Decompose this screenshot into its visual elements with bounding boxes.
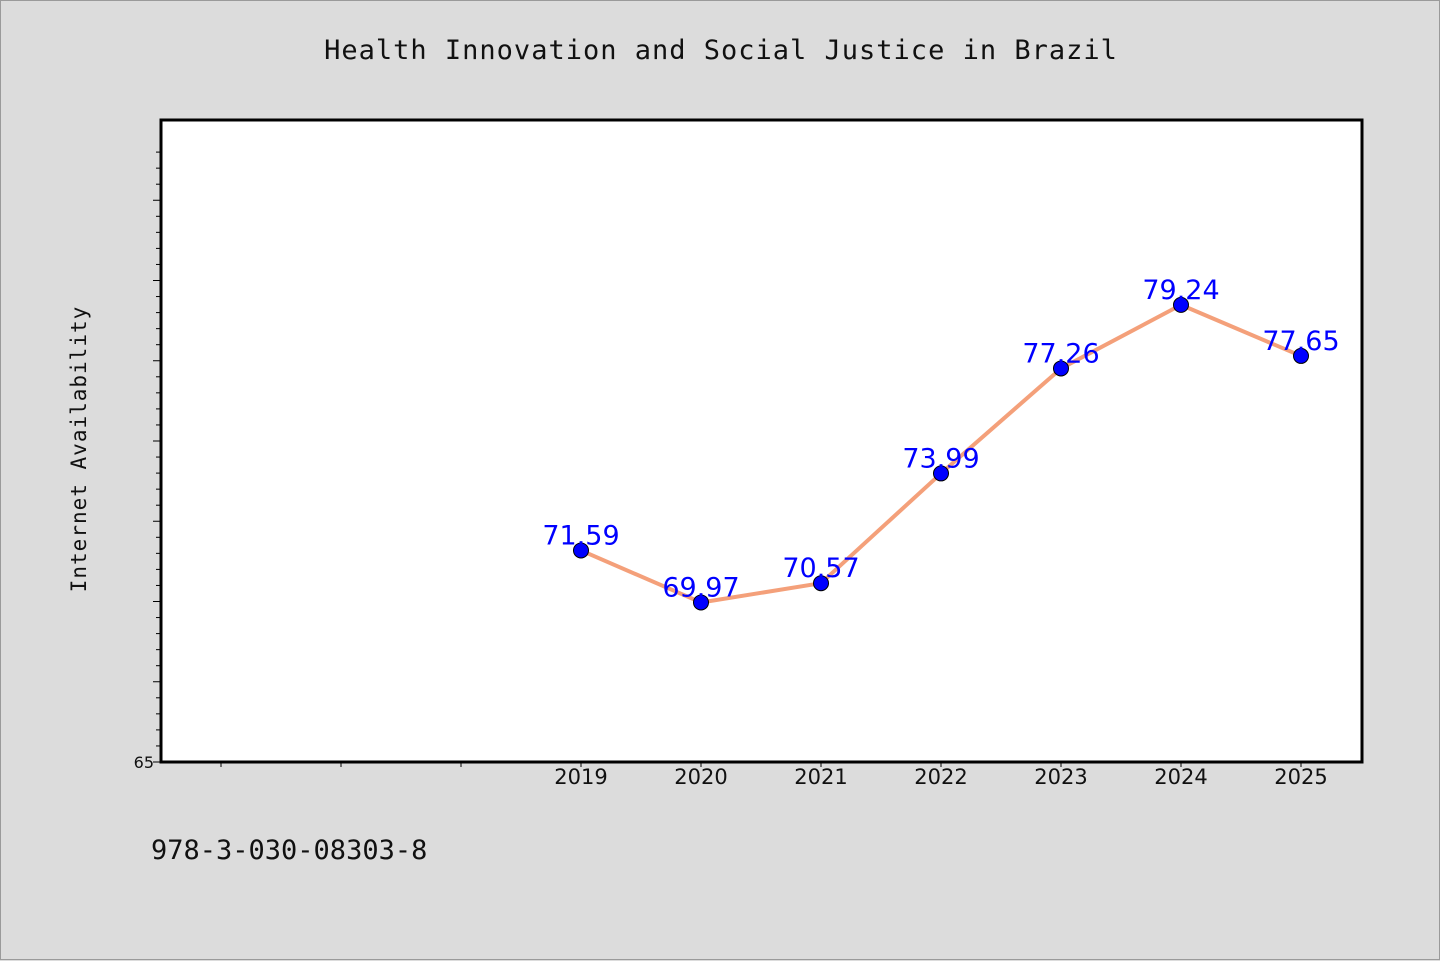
data-label: 73.99	[902, 443, 979, 474]
tick-labels-group: 65 2019 2020 2021 2022 2023 2024 2025	[134, 753, 1328, 789]
markers-group	[573, 296, 1309, 611]
x-tick-label: 2025	[1274, 765, 1327, 789]
data-label: 71.59	[542, 520, 619, 551]
x-tick-label: 2024	[1154, 765, 1207, 789]
y-tick-label: 65	[134, 753, 154, 772]
data-point	[573, 542, 589, 559]
data-point	[933, 465, 949, 482]
footer-code: 978-3-030-08303-8	[151, 835, 428, 866]
x-tick-label: 2023	[1034, 765, 1087, 789]
plot-area	[159, 118, 1364, 764]
data-labels-group: 71.59 69.97 70.57 73.99 77.26 79.24 77.65	[542, 275, 1339, 604]
data-point	[693, 594, 709, 611]
data-label: 70.57	[782, 553, 859, 584]
data-point	[1173, 296, 1189, 313]
data-label: 69.97	[662, 572, 739, 603]
chart-title: Health Innovation and Social Justice in …	[324, 35, 1118, 66]
data-label: 77.26	[1022, 338, 1099, 369]
axis-ticks	[153, 151, 1302, 767]
data-point	[1293, 347, 1309, 364]
x-tick-label: 2022	[914, 765, 967, 789]
x-tick-label: 2021	[794, 765, 847, 789]
data-point	[813, 575, 829, 592]
x-tick-label: 2020	[674, 765, 727, 789]
data-point	[1053, 360, 1069, 377]
x-tick-label: 2019	[554, 765, 607, 789]
data-label: 79.24	[1142, 275, 1219, 306]
data-label: 77.65	[1262, 326, 1339, 357]
